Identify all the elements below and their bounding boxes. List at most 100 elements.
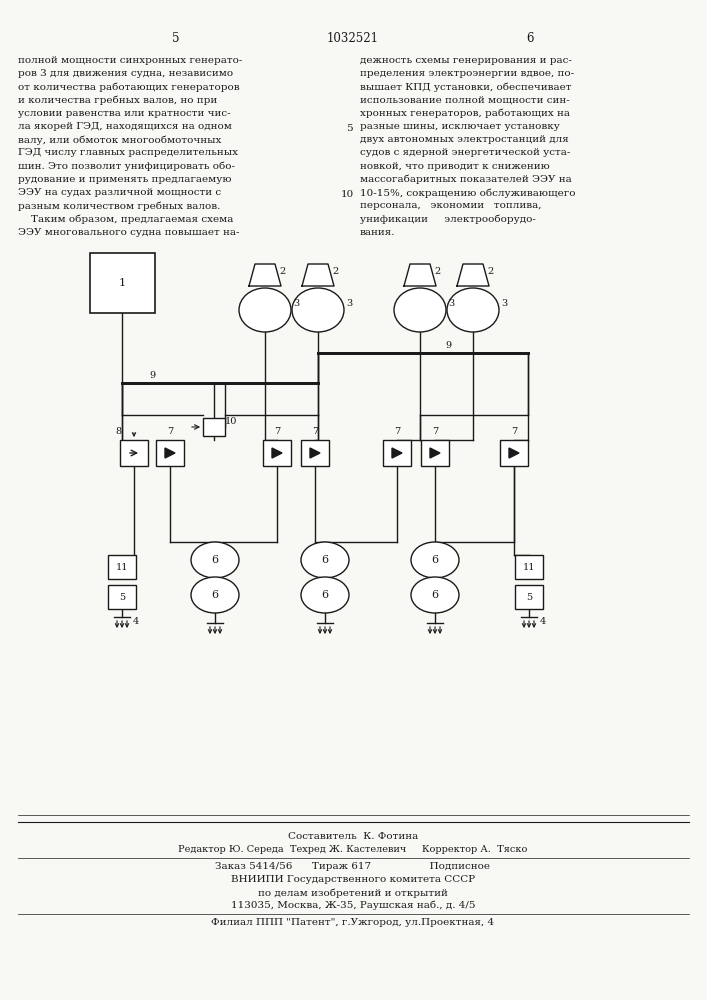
Bar bbox=[108, 585, 136, 609]
Text: массогабаритных показателей ЭЭУ на: массогабаритных показателей ЭЭУ на bbox=[360, 175, 572, 184]
Text: вания.: вания. bbox=[360, 228, 395, 237]
Text: Таким образом, предлагаемая схема: Таким образом, предлагаемая схема bbox=[18, 214, 233, 224]
Text: ЭЭУ многовального судна повышает на-: ЭЭУ многовального судна повышает на- bbox=[18, 228, 240, 237]
Polygon shape bbox=[249, 264, 281, 286]
Text: 6: 6 bbox=[431, 555, 438, 565]
Bar bbox=[156, 440, 184, 466]
Text: 4: 4 bbox=[540, 616, 546, 626]
Bar bbox=[383, 440, 411, 466]
Text: 4: 4 bbox=[133, 616, 139, 626]
Bar bbox=[500, 440, 528, 466]
Text: 5: 5 bbox=[119, 592, 125, 601]
Ellipse shape bbox=[191, 577, 239, 613]
Text: ла якорей ГЭД, находящихся на одном: ла якорей ГЭД, находящихся на одном bbox=[18, 122, 232, 131]
Ellipse shape bbox=[239, 288, 291, 332]
Text: Филиал ППП "Патент", г.Ужгород, ул.Проектная, 4: Филиал ППП "Патент", г.Ужгород, ул.Проек… bbox=[211, 918, 495, 927]
Ellipse shape bbox=[447, 288, 499, 332]
Text: вышает КПД установки, обеспечивает: вышает КПД установки, обеспечивает bbox=[360, 82, 571, 92]
Ellipse shape bbox=[411, 542, 459, 578]
Text: использование полной мощности син-: использование полной мощности син- bbox=[360, 96, 570, 105]
Text: хронных генераторов, работающих на: хронных генераторов, работающих на bbox=[360, 109, 570, 118]
Polygon shape bbox=[165, 448, 175, 458]
Polygon shape bbox=[430, 448, 440, 458]
Text: 2: 2 bbox=[333, 267, 339, 276]
Text: 6: 6 bbox=[322, 590, 329, 600]
Ellipse shape bbox=[411, 577, 459, 613]
Text: по делам изобретений и открытий: по делам изобретений и открытий bbox=[258, 888, 448, 898]
Text: ГЭД числу главных распределительных: ГЭД числу главных распределительных bbox=[18, 148, 238, 157]
Polygon shape bbox=[272, 448, 282, 458]
Text: 9: 9 bbox=[149, 370, 156, 379]
Text: от количества работающих генераторов: от количества работающих генераторов bbox=[18, 82, 240, 92]
Text: 5: 5 bbox=[526, 592, 532, 601]
Text: персонала,   экономии   топлива,: персонала, экономии топлива, bbox=[360, 201, 542, 210]
Text: двух автономных электростанций для: двух автономных электростанций для bbox=[360, 135, 568, 144]
Text: новкой, что приводит к снижению: новкой, что приводит к снижению bbox=[360, 162, 550, 171]
Text: 6: 6 bbox=[211, 590, 218, 600]
Text: пределения электроэнергии вдвое, по-: пределения электроэнергии вдвое, по- bbox=[360, 69, 574, 78]
Text: 6: 6 bbox=[211, 555, 218, 565]
Text: разным количеством гребных валов.: разным количеством гребных валов. bbox=[18, 201, 221, 211]
Text: 7: 7 bbox=[312, 428, 318, 436]
Text: Составитель  К. Фотина: Составитель К. Фотина bbox=[288, 832, 418, 841]
Polygon shape bbox=[457, 264, 489, 286]
Bar bbox=[515, 585, 543, 609]
Text: ЭЭУ на судах различной мощности с: ЭЭУ на судах различной мощности с bbox=[18, 188, 221, 197]
Bar bbox=[515, 555, 543, 579]
Text: 3: 3 bbox=[346, 300, 352, 308]
Text: 10: 10 bbox=[340, 190, 354, 199]
Text: 6: 6 bbox=[322, 555, 329, 565]
Bar bbox=[203, 418, 225, 436]
Ellipse shape bbox=[301, 542, 349, 578]
Ellipse shape bbox=[191, 542, 239, 578]
Text: и количества гребных валов, но при: и количества гребных валов, но при bbox=[18, 96, 217, 105]
Text: условии равенства или кратности чис-: условии равенства или кратности чис- bbox=[18, 109, 230, 118]
Text: 7: 7 bbox=[394, 428, 400, 436]
Text: ВНИИПИ Государственного комитета СССР: ВНИИПИ Государственного комитета СССР bbox=[231, 875, 475, 884]
Polygon shape bbox=[310, 448, 320, 458]
Text: 3: 3 bbox=[501, 300, 507, 308]
Text: 6: 6 bbox=[431, 590, 438, 600]
Polygon shape bbox=[509, 448, 519, 458]
Text: 1: 1 bbox=[119, 278, 126, 288]
Text: 5: 5 bbox=[173, 31, 180, 44]
Text: дежность схемы генерирования и рас-: дежность схемы генерирования и рас- bbox=[360, 56, 572, 65]
Bar bbox=[108, 555, 136, 579]
Bar bbox=[90, 253, 155, 313]
Text: унификации     электрооборудо-: унификации электрооборудо- bbox=[360, 214, 536, 224]
Text: разные шины, исключает установку: разные шины, исключает установку bbox=[360, 122, 560, 131]
Text: судов с ядерной энергетической уста-: судов с ядерной энергетической уста- bbox=[360, 148, 571, 157]
Text: Заказ 5414/56      Тираж 617                  Подписное: Заказ 5414/56 Тираж 617 Подписное bbox=[216, 862, 491, 871]
Ellipse shape bbox=[292, 288, 344, 332]
Text: 7: 7 bbox=[432, 428, 438, 436]
Text: 9: 9 bbox=[445, 340, 451, 350]
Bar bbox=[263, 440, 291, 466]
Text: валу, или обмоток многообмоточных: валу, или обмоток многообмоточных bbox=[18, 135, 221, 145]
Text: полной мощности синхронных генерато-: полной мощности синхронных генерато- bbox=[18, 56, 243, 65]
Text: 10: 10 bbox=[225, 418, 237, 426]
Text: 5: 5 bbox=[346, 124, 352, 133]
Bar bbox=[120, 440, 148, 466]
Bar bbox=[421, 440, 449, 466]
Text: 8: 8 bbox=[115, 428, 121, 436]
Text: 7: 7 bbox=[511, 428, 517, 436]
Polygon shape bbox=[302, 264, 334, 286]
Text: 2: 2 bbox=[280, 267, 286, 276]
Text: 113035, Москва, Ж-35, Раушская наб., д. 4/5: 113035, Москва, Ж-35, Раушская наб., д. … bbox=[230, 901, 475, 910]
Text: 1032521: 1032521 bbox=[327, 31, 379, 44]
Text: 11: 11 bbox=[522, 562, 535, 572]
Text: 2: 2 bbox=[488, 267, 494, 276]
Bar bbox=[301, 440, 329, 466]
Text: 2: 2 bbox=[435, 267, 441, 276]
Polygon shape bbox=[404, 264, 436, 286]
Text: шин. Это позволит унифицировать обо-: шин. Это позволит унифицировать обо- bbox=[18, 162, 235, 171]
Polygon shape bbox=[392, 448, 402, 458]
Text: 11: 11 bbox=[116, 562, 128, 572]
Text: Редактор Ю. Середа  Техред Ж. Кастелевич     Корректор А.  Тяско: Редактор Ю. Середа Техред Ж. Кастелевич … bbox=[178, 845, 527, 854]
Ellipse shape bbox=[301, 577, 349, 613]
Text: 3: 3 bbox=[293, 300, 299, 308]
Text: ров 3 для движения судна, независимо: ров 3 для движения судна, независимо bbox=[18, 69, 233, 78]
Text: 10-15%, сокращению обслуживающего: 10-15%, сокращению обслуживающего bbox=[360, 188, 575, 198]
Text: 6: 6 bbox=[526, 31, 534, 44]
Ellipse shape bbox=[394, 288, 446, 332]
